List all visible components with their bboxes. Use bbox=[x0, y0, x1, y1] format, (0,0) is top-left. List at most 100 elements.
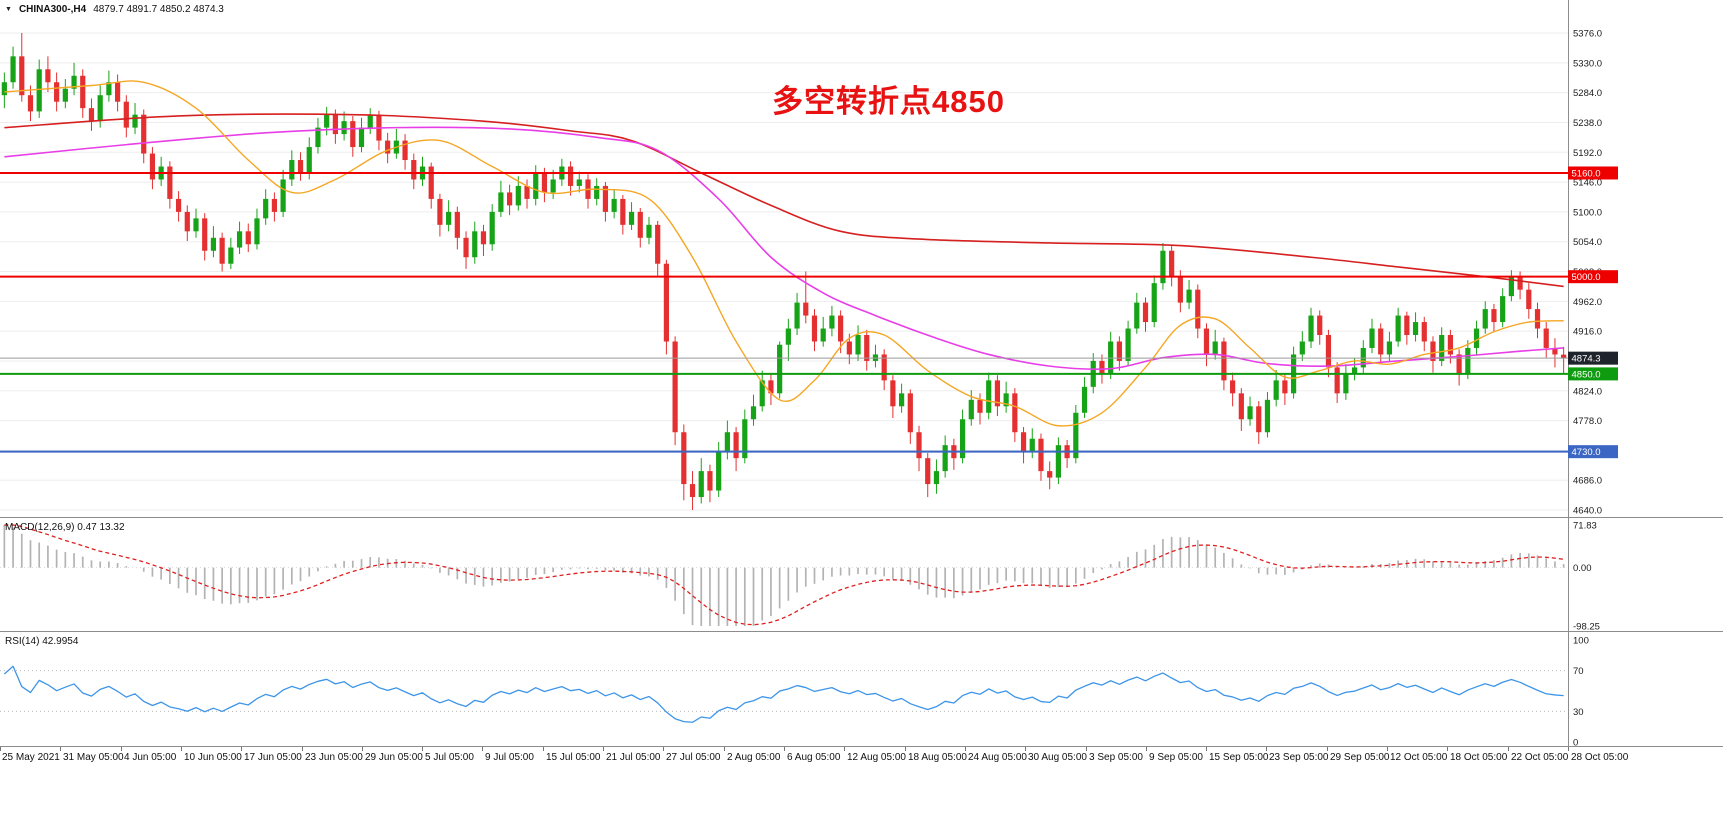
rsi-axis-label: 0 bbox=[1573, 738, 1578, 747]
time-axis-label: 18 Oct 05:00 bbox=[1450, 752, 1508, 763]
candle bbox=[933, 459, 940, 494]
main-chart-panel: 5376.0 5330.0 5284.0 5238.0 5192.0 5146.0 5100… bbox=[0, 0, 1723, 517]
candle bbox=[315, 117, 321, 154]
macd-axis[interactable]: 71.83 0.00 -98.25 bbox=[1573, 521, 1600, 632]
candle bbox=[280, 169, 286, 218]
candle bbox=[184, 205, 190, 242]
price-axis-label: 5284.0 bbox=[1573, 88, 1602, 99]
candle bbox=[1508, 270, 1514, 302]
price-axis-label: 5146.0 bbox=[1573, 178, 1602, 189]
candle bbox=[385, 132, 391, 164]
candle bbox=[594, 178, 600, 206]
ma-slow-red bbox=[4, 113, 1564, 288]
candle bbox=[733, 427, 739, 472]
macd-axis-label: 71.83 bbox=[1573, 521, 1597, 532]
time-tick bbox=[543, 747, 544, 751]
candle bbox=[881, 349, 887, 391]
time-tick bbox=[844, 747, 845, 751]
candle bbox=[498, 180, 504, 218]
time-tick bbox=[784, 747, 785, 751]
time-axis[interactable]: 25 May 2021 31 May 05:00 4 Jun 05:00 10 Jun… bbox=[0, 746, 1723, 769]
candle bbox=[480, 224, 487, 256]
candle bbox=[1151, 275, 1157, 328]
candle bbox=[350, 115, 356, 157]
candlestick-chart[interactable]: 5376.0 5330.0 5284.0 5238.0 5192.0 5146.0 5100… bbox=[0, 0, 1723, 517]
time-axis-label: 27 Jul 05:00 bbox=[666, 752, 721, 763]
candle bbox=[1047, 461, 1053, 490]
candle bbox=[1334, 362, 1340, 404]
candle bbox=[1203, 323, 1210, 367]
candle bbox=[402, 134, 408, 170]
candle bbox=[1247, 396, 1253, 426]
candle bbox=[916, 425, 922, 472]
ohlc-values: 4879.7 4891.7 4850.2 4874.3 bbox=[93, 4, 224, 15]
chart-annotation-text: 多空转折点4850 bbox=[772, 84, 1005, 119]
candle bbox=[358, 117, 365, 153]
candle bbox=[297, 152, 304, 181]
candle bbox=[54, 72, 60, 112]
candle bbox=[106, 70, 112, 102]
time-axis-label: 5 Jul 05:00 bbox=[425, 752, 474, 763]
rsi-axis[interactable]: 100 70 30 0 bbox=[1573, 636, 1589, 747]
svg-text:4850.0: 4850.0 bbox=[1572, 369, 1601, 380]
candle bbox=[1308, 307, 1314, 348]
candle bbox=[245, 223, 251, 253]
time-tick bbox=[241, 747, 242, 751]
candle bbox=[324, 106, 330, 136]
candle bbox=[1491, 303, 1497, 332]
price-axis-label: 4640.0 bbox=[1573, 506, 1602, 517]
candle bbox=[576, 171, 582, 193]
symbol-dropdown-icon[interactable]: ▼ bbox=[5, 6, 12, 13]
candle bbox=[1386, 331, 1393, 361]
candle bbox=[71, 62, 77, 96]
candle bbox=[1299, 331, 1305, 361]
rsi-line bbox=[3, 665, 1564, 723]
macd-panel: 71.83 0.00 -98.25 MACD(12,26,9) 0.47 13.32 bbox=[0, 517, 1723, 631]
macd-signal-line bbox=[4, 524, 1564, 626]
candle bbox=[1, 72, 7, 109]
symbol-period-label: CHINA300-,H4 bbox=[18, 4, 87, 15]
macd-chart[interactable]: 71.83 0.00 -98.25 bbox=[0, 518, 1723, 631]
time-axis-label: 6 Aug 05:00 bbox=[787, 752, 841, 763]
candle bbox=[628, 202, 635, 231]
time-axis-label: 9 Jul 05:00 bbox=[485, 752, 534, 763]
rsi-chart[interactable]: 100 70 30 0 bbox=[0, 632, 1723, 746]
candle bbox=[1134, 292, 1140, 334]
candle bbox=[1456, 349, 1462, 386]
rsi-panel: 100 70 30 0 RSI(14) 42.9954 bbox=[0, 631, 1723, 746]
time-tick bbox=[0, 747, 1, 751]
price-axis-label: 4962.0 bbox=[1573, 297, 1602, 308]
candle bbox=[367, 108, 373, 135]
time-tick bbox=[1146, 747, 1147, 751]
candle bbox=[611, 189, 617, 219]
macd-axis-label: -98.25 bbox=[1573, 622, 1600, 632]
candle bbox=[1256, 401, 1262, 444]
candle bbox=[1003, 381, 1009, 413]
candle bbox=[1500, 288, 1506, 328]
candle bbox=[1430, 336, 1436, 373]
candle bbox=[411, 153, 417, 190]
time-tick bbox=[663, 747, 664, 751]
price-axis-label: 4686.0 bbox=[1573, 476, 1602, 487]
candle bbox=[1412, 312, 1419, 342]
candle bbox=[472, 221, 478, 264]
candle bbox=[45, 56, 51, 92]
candle bbox=[123, 95, 129, 138]
candle bbox=[1473, 320, 1480, 355]
candle bbox=[585, 174, 591, 209]
candle bbox=[167, 161, 173, 209]
candles bbox=[1, 33, 1567, 510]
candle bbox=[1238, 388, 1244, 431]
price-axis-label: 4778.0 bbox=[1573, 416, 1602, 427]
candle bbox=[463, 231, 469, 269]
candle bbox=[1395, 307, 1401, 347]
candle bbox=[289, 150, 295, 186]
time-tick bbox=[1206, 747, 1207, 751]
candle bbox=[236, 221, 243, 255]
time-axis-label: 25 May 2021 bbox=[2, 752, 60, 763]
candle bbox=[271, 192, 277, 222]
price-marker: 5000.0 bbox=[1568, 270, 1618, 284]
candle bbox=[724, 420, 730, 460]
candle bbox=[1064, 440, 1070, 468]
